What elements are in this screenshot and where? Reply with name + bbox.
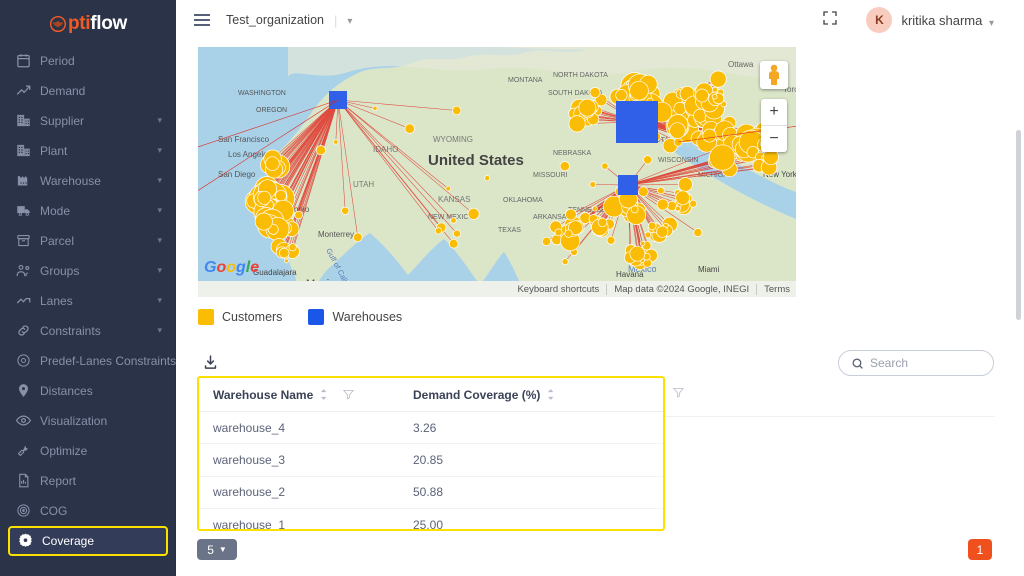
svg-text:KANSAS: KANSAS <box>438 195 470 204</box>
svg-text:Havana: Havana <box>616 270 644 279</box>
svg-text:Miami: Miami <box>698 265 720 274</box>
svg-text:TEXAS: TEXAS <box>498 227 521 234</box>
svg-text:San Diego: San Diego <box>218 170 256 179</box>
svg-text:OREGON: OREGON <box>256 107 287 114</box>
svg-text:WYOMING: WYOMING <box>433 135 473 144</box>
svg-text:MISSOURI: MISSOURI <box>533 172 568 179</box>
svg-text:NEBRASKA: NEBRASKA <box>553 150 591 157</box>
svg-text:United States: United States <box>428 152 524 169</box>
svg-text:UTAH: UTAH <box>353 180 374 189</box>
svg-text:NORTH DAKOTA: NORTH DAKOTA <box>553 72 608 79</box>
svg-text:MONTANA: MONTANA <box>508 77 543 84</box>
svg-text:Ottawa: Ottawa <box>728 60 754 69</box>
svg-text:OKLAHOMA: OKLAHOMA <box>503 197 543 204</box>
svg-text:WASHINGTON: WASHINGTON <box>238 90 286 97</box>
svg-text:Guadalajara: Guadalajara <box>253 268 297 277</box>
svg-text:San Francisco: San Francisco <box>218 135 270 144</box>
svg-text:WISCONSIN: WISCONSIN <box>658 157 698 164</box>
svg-text:Monterrey: Monterrey <box>318 230 354 239</box>
